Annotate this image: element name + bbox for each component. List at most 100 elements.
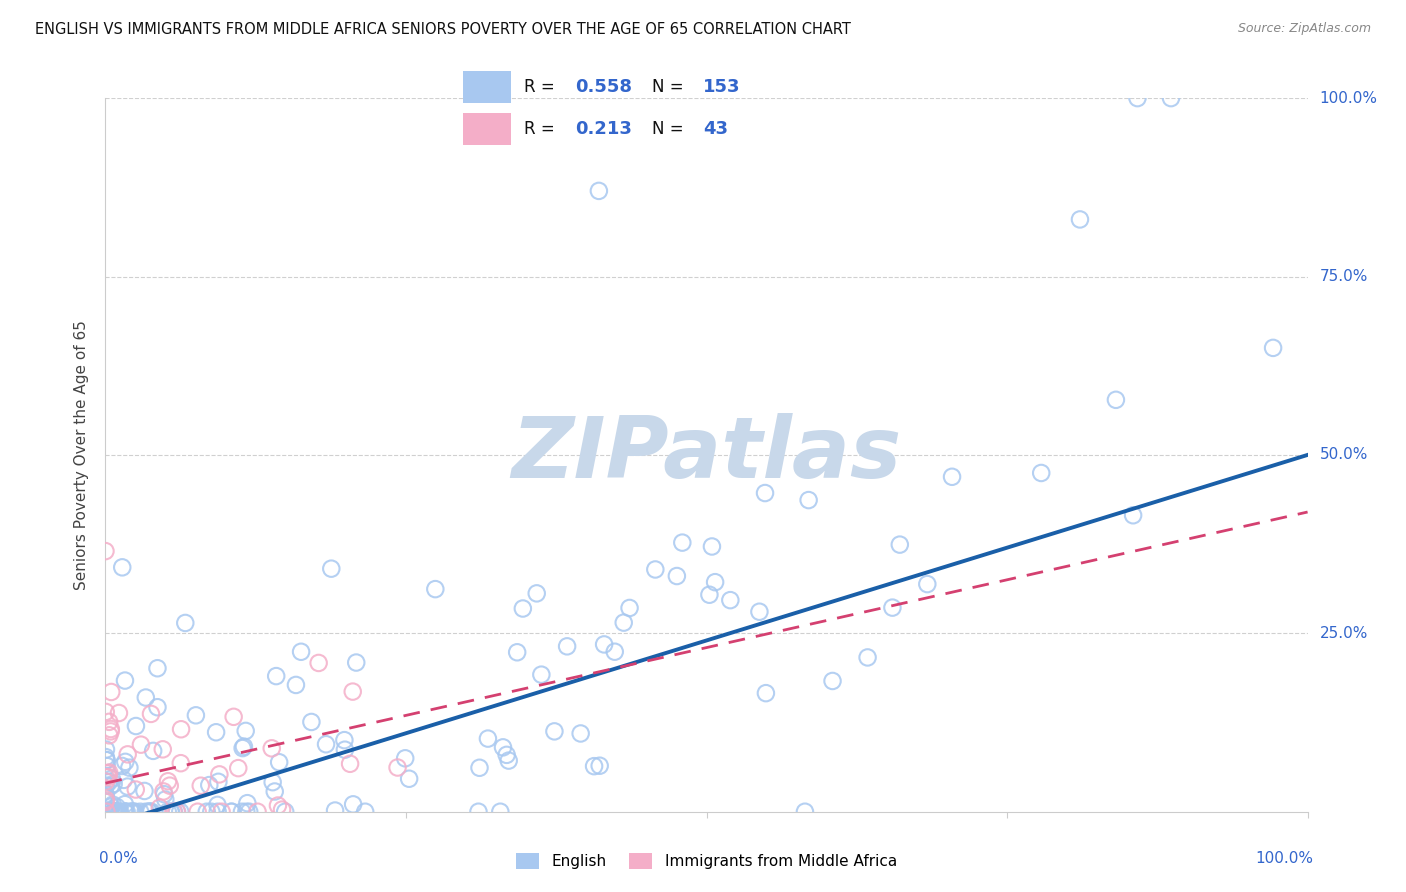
Point	[271, 803, 294, 817]
Point	[333, 742, 356, 756]
Point	[211, 805, 233, 819]
Point	[821, 673, 844, 688]
Point	[98, 805, 121, 819]
Point	[718, 593, 741, 607]
Point	[94, 770, 117, 784]
Point	[290, 645, 312, 659]
Text: 75.0%: 75.0%	[1320, 269, 1368, 284]
Point	[94, 805, 117, 819]
FancyBboxPatch shape	[464, 113, 510, 145]
Point	[588, 184, 610, 198]
Point	[98, 775, 121, 789]
Point	[121, 805, 143, 819]
Point	[142, 744, 165, 758]
Point	[96, 766, 118, 780]
Point	[96, 805, 118, 819]
Point	[152, 784, 174, 798]
Point	[208, 767, 231, 781]
Point	[1069, 212, 1091, 227]
Point	[139, 805, 162, 819]
Point	[231, 805, 253, 819]
Point	[94, 779, 117, 793]
Point	[882, 600, 904, 615]
Point	[1122, 508, 1144, 523]
Point	[354, 805, 377, 819]
Point	[152, 742, 174, 756]
Point	[103, 805, 125, 819]
Point	[100, 685, 122, 699]
Point	[477, 731, 499, 746]
Point	[94, 805, 117, 819]
Point	[235, 723, 257, 738]
Point	[159, 779, 181, 793]
Point	[344, 656, 367, 670]
Point	[94, 805, 117, 819]
Text: 100.0%: 100.0%	[1320, 91, 1378, 105]
Point	[467, 805, 489, 819]
Point	[704, 575, 727, 590]
Point	[530, 667, 553, 681]
Point	[96, 805, 118, 819]
Point	[100, 779, 122, 793]
Point	[856, 650, 879, 665]
Text: ENGLISH VS IMMIGRANTS FROM MIDDLE AFRICA SENIORS POVERTY OVER THE AGE OF 65 CORR: ENGLISH VS IMMIGRANTS FROM MIDDLE AFRICA…	[35, 22, 851, 37]
Point	[207, 805, 229, 819]
Point	[236, 796, 259, 810]
Point	[1031, 466, 1053, 480]
Point	[238, 805, 260, 819]
Point	[195, 805, 218, 819]
Text: ZIPatlas: ZIPatlas	[512, 413, 901, 497]
Point	[156, 805, 179, 819]
Point	[129, 738, 152, 752]
Text: 25.0%: 25.0%	[1320, 626, 1368, 640]
Point	[103, 805, 125, 819]
Point	[333, 733, 356, 747]
Point	[97, 770, 120, 784]
Point	[226, 761, 249, 775]
Point	[619, 601, 641, 615]
Point	[754, 486, 776, 500]
Point	[114, 755, 136, 769]
Point	[134, 784, 156, 798]
Point	[221, 805, 243, 819]
Y-axis label: Seniors Poverty Over the Age of 65: Seniors Poverty Over the Age of 65	[75, 320, 90, 590]
Text: 0.213: 0.213	[575, 120, 631, 138]
Point	[94, 805, 117, 819]
Point	[139, 706, 162, 721]
Point	[94, 805, 117, 819]
Point	[543, 724, 565, 739]
Point	[135, 690, 157, 705]
Point	[263, 784, 285, 798]
Point	[98, 805, 121, 819]
Point	[339, 756, 361, 771]
Point	[699, 588, 721, 602]
Point	[146, 661, 169, 675]
Point	[101, 772, 124, 786]
Point	[794, 805, 817, 819]
Point	[315, 737, 337, 751]
Text: 153: 153	[703, 78, 741, 95]
Point	[94, 805, 117, 819]
Point	[512, 601, 534, 615]
Point	[555, 640, 578, 654]
Point	[120, 805, 142, 819]
Point	[593, 637, 616, 651]
Point	[274, 805, 297, 819]
Point	[398, 772, 420, 786]
Point	[98, 765, 121, 780]
Point	[111, 759, 134, 773]
Point	[112, 772, 135, 787]
Point	[159, 805, 181, 819]
Point	[262, 775, 284, 789]
Legend: English, Immigrants from Middle Africa: English, Immigrants from Middle Africa	[510, 847, 903, 875]
Point	[129, 805, 152, 819]
Point	[104, 804, 127, 818]
Point	[100, 799, 122, 814]
Point	[941, 470, 963, 484]
Point	[125, 782, 148, 797]
Point	[124, 805, 146, 819]
Point	[748, 605, 770, 619]
Point	[94, 789, 117, 804]
Point	[526, 586, 548, 600]
Point	[98, 714, 121, 729]
